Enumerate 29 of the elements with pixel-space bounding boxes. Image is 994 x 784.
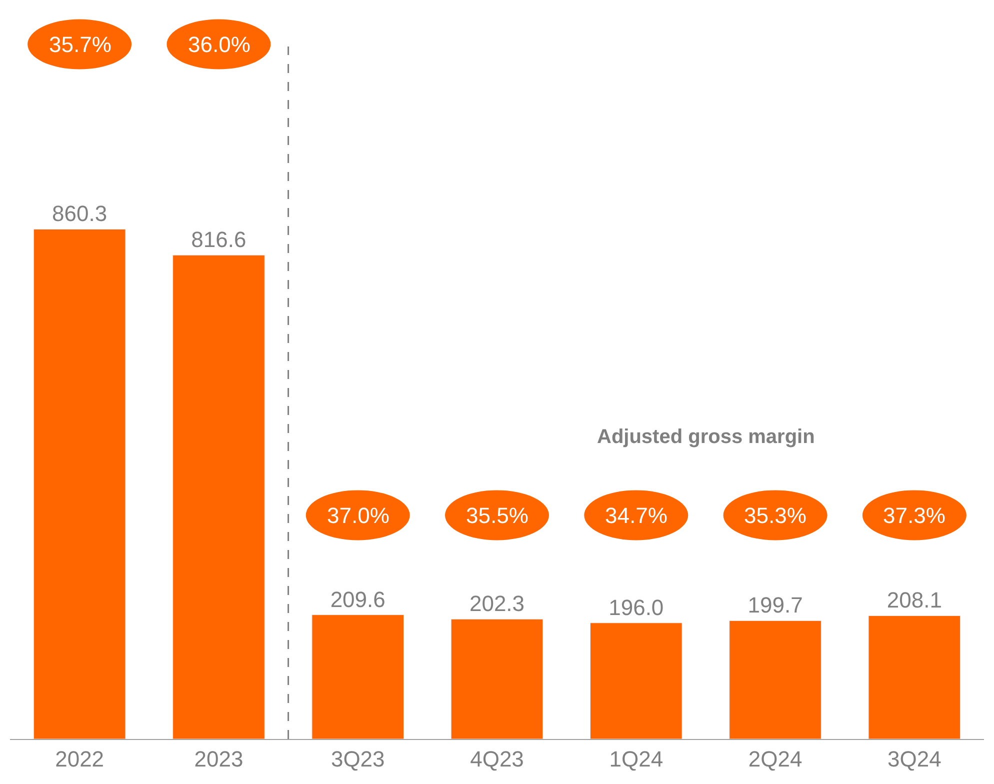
x-tick-label: 2022 — [55, 746, 104, 772]
x-tick-label: 3Q24 — [888, 746, 942, 772]
data-label: 208.1 — [886, 588, 942, 613]
text: 35.7% — [49, 32, 112, 57]
annotation: 34.7% — [605, 503, 668, 528]
annotation: 37.3% — [883, 503, 946, 528]
data-label: 196.0 — [608, 594, 664, 620]
data-label: 816.6 — [191, 227, 246, 252]
data-label: 209.6 — [330, 586, 386, 612]
annotation: Adjusted gross margin — [597, 426, 815, 448]
x-tick-label: 3Q23 — [330, 746, 385, 772]
bar — [450, 618, 544, 739]
bar — [590, 622, 682, 739]
bar — [868, 615, 961, 739]
bar — [172, 254, 265, 739]
x-tick-label: 2023 — [194, 746, 244, 772]
data-label: 199.7 — [748, 592, 803, 618]
x-tick-label: 2Q24 — [748, 746, 802, 772]
x-tick-label: 4Q23 — [470, 746, 524, 772]
bar — [33, 228, 126, 739]
data-label: 860.3 — [52, 201, 108, 226]
annotation: 35.3% — [744, 503, 806, 528]
annotation: 35.5% — [466, 503, 528, 528]
bar — [729, 620, 822, 739]
bar — [312, 614, 404, 739]
text: 36.0% — [188, 32, 250, 57]
annotation: 37.0% — [327, 503, 390, 528]
x-tick-label: 1Q24 — [609, 746, 664, 772]
data-label: 202.3 — [469, 591, 525, 616]
